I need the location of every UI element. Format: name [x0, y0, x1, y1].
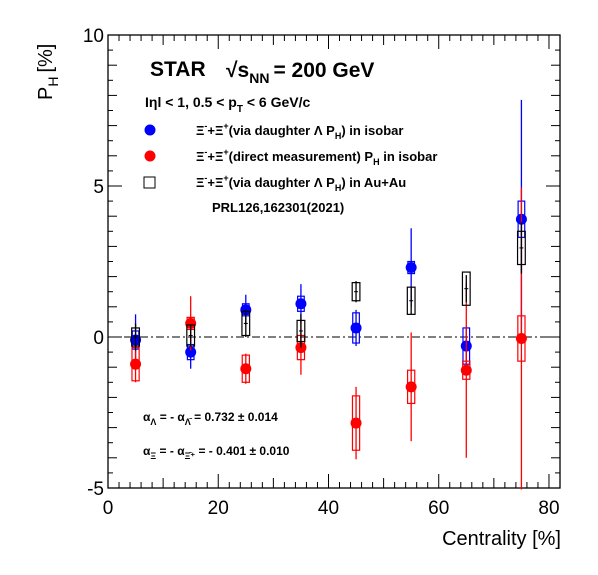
x-tick-label: 20	[208, 498, 229, 519]
x-axis-title: Centrality [%]	[442, 528, 561, 550]
y-tick-label: 10	[83, 26, 104, 47]
kinematic-cuts-label: Iηl < 1, 0.5 < pT < 6 GeV/c	[145, 94, 310, 115]
y-tick-label: 0	[93, 328, 104, 349]
data-point	[240, 363, 252, 375]
sys-error-box	[406, 286, 416, 315]
data-point	[185, 346, 197, 358]
legend-marker-auau	[143, 176, 156, 189]
alpha-lambda-annotation: αΛ = - αΛ̄ = 0.732 ± 0.014	[143, 410, 278, 427]
svg-text:√sNN= 200 GeV: √sNN = 200 GeV	[226, 59, 374, 86]
sys-error-box	[351, 282, 361, 302]
svg-text:Iηl < 1, 0.5 < pT < 6 GeV/c: Iηl < 1, 0.5 < pT < 6 GeV/c	[145, 94, 310, 115]
data-point	[515, 333, 527, 345]
x-tick-label: 80	[538, 498, 559, 519]
data-point	[130, 358, 142, 370]
sys-error-box	[186, 324, 196, 347]
legend-marker-isobar-daughter	[144, 124, 156, 136]
energy-subscript: NN	[249, 70, 269, 86]
y-axis-title: PH [%]	[35, 44, 61, 100]
y-axis-title-unit: [%]	[35, 44, 57, 73]
x-tick-label: 60	[428, 498, 449, 519]
y-tick-label: 5	[93, 177, 104, 198]
y-axis-title-symbol: P	[35, 87, 57, 100]
data-point	[295, 298, 307, 310]
cuts-part-2: < 6 GeV/c	[243, 94, 311, 110]
alpha-xi-annotation: αΞ = - αΞ̄⁺ = - 0.401 ± 0.010	[143, 444, 290, 461]
axis-ticks	[107, 34, 561, 489]
data-marks	[130, 99, 527, 490]
sys-error-box	[296, 319, 306, 343]
energy-value: = 200 GeV	[273, 59, 374, 82]
x-tick-label: 40	[318, 498, 339, 519]
cuts-subscript: T	[237, 104, 243, 115]
data-point	[185, 317, 197, 329]
x-tick-label: 0	[103, 498, 114, 519]
legend: Ξ-+Ξ+(via daughter Λ PH) in isobar Ξ-+Ξ+…	[143, 121, 437, 215]
y-tick-label: -5	[87, 479, 104, 500]
legend-marker-isobar-direct	[144, 150, 156, 162]
experiment-label: STAR	[150, 58, 206, 81]
data-point	[350, 322, 362, 334]
data-point	[405, 262, 417, 274]
data-point	[460, 364, 472, 376]
legend-label-isobar-daughter: Ξ-+Ξ+(via daughter Λ PH) in isobar	[196, 121, 403, 141]
svg-text:PH[%]: PH [%]	[35, 44, 61, 100]
sys-error-box	[131, 327, 141, 347]
y-axis-title-subscript: H	[45, 77, 61, 87]
legend-label-isobar-direct: Ξ-+Ξ+(direct measurement) PH in isobar	[196, 147, 437, 167]
reference-label: PRL126,162301(2021)	[212, 200, 344, 215]
data-point	[350, 417, 362, 429]
data-point	[405, 381, 417, 393]
energy-label: √sNN = 200 GeV	[226, 59, 374, 86]
sys-error-box	[241, 310, 251, 337]
sys-error-box	[516, 230, 526, 266]
sys-error-box	[461, 271, 471, 306]
cuts-part-1: Iηl < 1, 0.5 < p	[145, 94, 237, 110]
sqrt-symbol: √s	[226, 59, 249, 82]
legend-label-auau: Ξ-+Ξ+(via daughter Λ PH) in Au+Au	[196, 173, 406, 193]
